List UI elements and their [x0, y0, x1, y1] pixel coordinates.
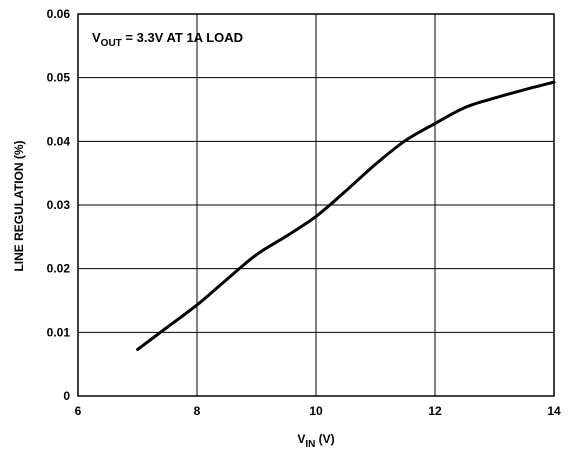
y-tick-label: 0.01 — [47, 325, 71, 339]
y-tick-label: 0.04 — [47, 134, 71, 148]
plot-frame — [77, 13, 555, 397]
y-tick-label: 0 — [63, 389, 70, 403]
x-tick-label: 14 — [547, 404, 561, 418]
x-tick-label: 6 — [75, 404, 82, 418]
x-axis-title: VIN (V) — [297, 432, 334, 450]
y-tick-labels: 0 0.01 0.02 0.03 0.04 0.05 0.06 — [47, 7, 71, 403]
y-tick-label: 0.05 — [47, 71, 71, 85]
y-tick-label: 0.02 — [47, 262, 71, 276]
x-tick-label: 12 — [428, 404, 442, 418]
chart-annotation: VOUT = 3.3V AT 1A LOAD — [92, 30, 243, 49]
x-tick-labels: 6 8 10 12 14 — [75, 404, 561, 418]
grid — [77, 13, 555, 397]
y-axis-title: LINE REGULATION (%) — [12, 140, 26, 271]
y-tick-label: 0.03 — [47, 198, 71, 212]
series-line — [136, 80, 556, 352]
x-tick-label: 8 — [194, 404, 201, 418]
x-tick-label: 10 — [309, 404, 323, 418]
y-tick-label: 0.06 — [47, 7, 71, 21]
